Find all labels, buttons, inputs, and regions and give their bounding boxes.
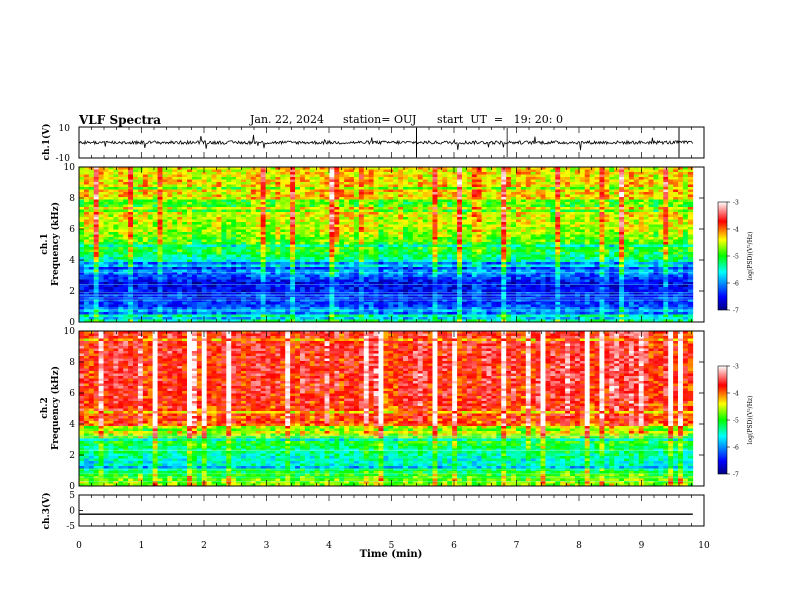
time-tick-label-10: 10	[698, 541, 710, 551]
ch3-ytick-label-2: -5	[66, 522, 75, 532]
time-tick-label-0: 0	[76, 541, 82, 551]
time-tick-label-4: 4	[326, 541, 332, 551]
panel-waveform-ch3: 5 0 -5 ch.3(V)	[41, 491, 705, 532]
ch1-waveform-line	[78, 134, 694, 151]
ch2-colorbar-label: log(PSD)(V²/Hz)	[747, 396, 754, 445]
ch1-waveform-trace	[78, 128, 694, 157]
ch3-ytick-label-1: 0	[69, 507, 75, 517]
ch2-spec-ytick-label-0: 0	[69, 482, 75, 492]
time-tick-label-9: 9	[639, 541, 645, 551]
date-label: Jan. 22, 2024	[250, 113, 325, 126]
ch2-spectrogram-image	[79, 331, 704, 487]
ch1-spec-ytick-label-1: 2	[69, 287, 75, 297]
ch1-cbar-label-0: -3	[733, 200, 739, 207]
station-label: station= OUJ	[343, 113, 417, 126]
time-tick-label-5: 5	[389, 541, 395, 551]
ch1-spectrogram-image	[79, 167, 704, 323]
ch3-ytick-label-0: 5	[69, 491, 75, 501]
ch2-spec-ytick-label-4: 8	[69, 358, 75, 368]
time-tick-label-3: 3	[264, 541, 270, 551]
time-tick-label-8: 8	[576, 541, 582, 551]
ch2-spec-ytick-label-3: 6	[69, 389, 75, 399]
ch1-ytick-bottom: -10	[56, 154, 71, 164]
start-time-label: start UT = 19: 20: 0	[437, 113, 564, 126]
ch1-ytick-top: 10	[59, 124, 71, 134]
time-tick-label-1: 1	[139, 541, 145, 551]
ch1-cbar-label-2: -5	[733, 254, 739, 261]
ch2-spec-ytick-label-1: 2	[69, 451, 75, 461]
ch2-colorbar	[717, 365, 728, 475]
ch1-spec-ytick-label-2: 4	[69, 256, 75, 266]
time-axis-label: Time (min)	[360, 549, 423, 560]
ch1-spectrogram-ylabel-2: Frequency (kHz)	[50, 202, 61, 286]
ch1-spec-ytick-label-4: 8	[69, 194, 75, 204]
ch2-spec-ytick-label-5: 10	[64, 327, 76, 337]
ch3-waveform-ylabel: ch.3(V)	[41, 493, 52, 530]
ch1-waveform-ylabel: ch.1(V)	[41, 124, 52, 161]
panel-waveform-ch1: 10 -10 ch.1(V)	[41, 124, 705, 164]
ch2-spec-ytick-label-2: 4	[69, 420, 75, 430]
ch2-spectrogram-ylabel-2: Frequency (kHz)	[50, 366, 61, 450]
ch2-spectrogram-ylabel-1: ch.2	[40, 397, 50, 418]
ch1-spec-ytick-label-5: 10	[64, 163, 76, 173]
ch1-cbar-label-1: -4	[733, 227, 739, 234]
ch1-spec-ytick-label-3: 6	[69, 225, 75, 235]
ch2-cbar-label-0: -3	[733, 364, 739, 371]
ch1-spectrogram-ylabel-1: ch.1	[40, 233, 50, 254]
ch1-cbar-label-4: -7	[733, 308, 739, 315]
ch2-cbar-label-1: -4	[733, 391, 739, 398]
chart-title: VLF Spectra	[79, 113, 162, 127]
ch1-cbar-label-3: -6	[733, 281, 739, 288]
ch2-cbar-label-2: -5	[733, 418, 739, 425]
ch2-cbar-label-4: -7	[733, 472, 739, 479]
time-tick-label-2: 2	[201, 541, 207, 551]
time-tick-label-7: 7	[514, 541, 520, 551]
ch2-cbar-label-3: -6	[733, 445, 739, 452]
time-axis: 0 1 2 3 4 5 6 7 8 9 10	[76, 127, 710, 551]
ch1-colorbar-label: log(PSD)(V²/Hz)	[747, 232, 754, 281]
ch1-colorbar	[717, 201, 728, 311]
ch1-spec-ytick-label-0: 0	[69, 318, 75, 328]
time-tick-label-6: 6	[451, 541, 457, 551]
